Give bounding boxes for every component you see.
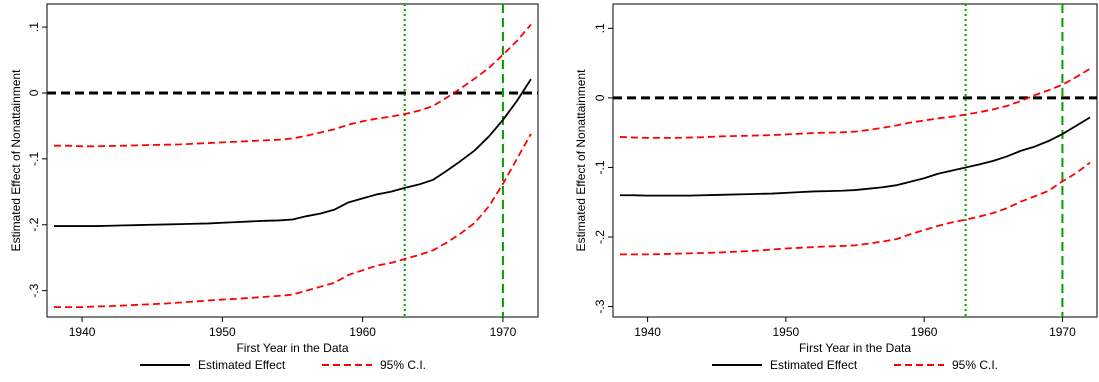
estimated-effect-line — [619, 116, 1091, 197]
legend-ci-label: 95% C.I. — [380, 358, 426, 372]
x-tick-label-1970: 1970 — [1049, 325, 1076, 339]
x-tick-label-1960: 1960 — [349, 325, 376, 339]
estimated-effect-line — [54, 78, 532, 227]
ci-lower-line — [54, 133, 532, 309]
y-tick-label-4: .1 — [27, 22, 41, 32]
ci-upper-line — [619, 67, 1091, 139]
x-tick-label-1950: 1950 — [209, 325, 236, 339]
ci-upper-line — [54, 23, 532, 148]
plot-frame — [46, 3, 539, 318]
legend-estimate-label: Estimated Effect — [770, 358, 858, 372]
x-tick-label-1950: 1950 — [773, 325, 800, 339]
y-tick-label-3: 0 — [27, 89, 41, 96]
x-tick-label-1940: 1940 — [69, 325, 96, 339]
x-tick-label-1940: 1940 — [634, 325, 661, 339]
left-chart-panel: 1940 1950 1960 1970 -.3 -.2 -.1 0 .1 First Year i… — [9, 3, 539, 372]
y-axis-title: Estimated Effect of Nonattainment — [9, 69, 23, 252]
y-tick-label-1: -.2 — [27, 217, 41, 231]
x-tick-label-1960: 1960 — [911, 325, 938, 339]
legend: Estimated Effect 95% C.I. — [712, 358, 998, 372]
y-axis-title: Estimated Effect of Nonattainment — [574, 69, 588, 252]
y-tick-label-2: -.1 — [593, 160, 607, 174]
y-tick-label-0: -.3 — [27, 283, 41, 297]
plot-frame — [612, 3, 1098, 318]
legend-ci-label: 95% C.I. — [952, 358, 998, 372]
y-tick-label-0: -.3 — [593, 299, 607, 313]
y-tick-label-4: .1 — [593, 23, 607, 33]
legend-estimate-label: Estimated Effect — [198, 358, 286, 372]
ci-lower-line — [619, 161, 1091, 256]
x-axis-title: First Year in the Data — [236, 341, 348, 355]
right-chart-panel: 1940 1950 1960 1970 -.3 -.2 -.1 0 .1 First Year i… — [574, 3, 1098, 372]
x-tick-label-1970: 1970 — [490, 325, 517, 339]
y-tick-label-3: 0 — [593, 94, 607, 101]
legend: Estimated Effect 95% C.I. — [140, 358, 426, 372]
x-axis-title: First Year in the Data — [799, 341, 911, 355]
y-tick-label-1: -.2 — [593, 230, 607, 244]
y-tick-label-2: -.1 — [27, 152, 41, 166]
